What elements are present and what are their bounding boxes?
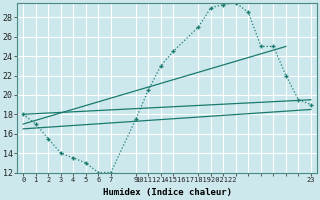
X-axis label: Humidex (Indice chaleur): Humidex (Indice chaleur) [103,188,232,197]
